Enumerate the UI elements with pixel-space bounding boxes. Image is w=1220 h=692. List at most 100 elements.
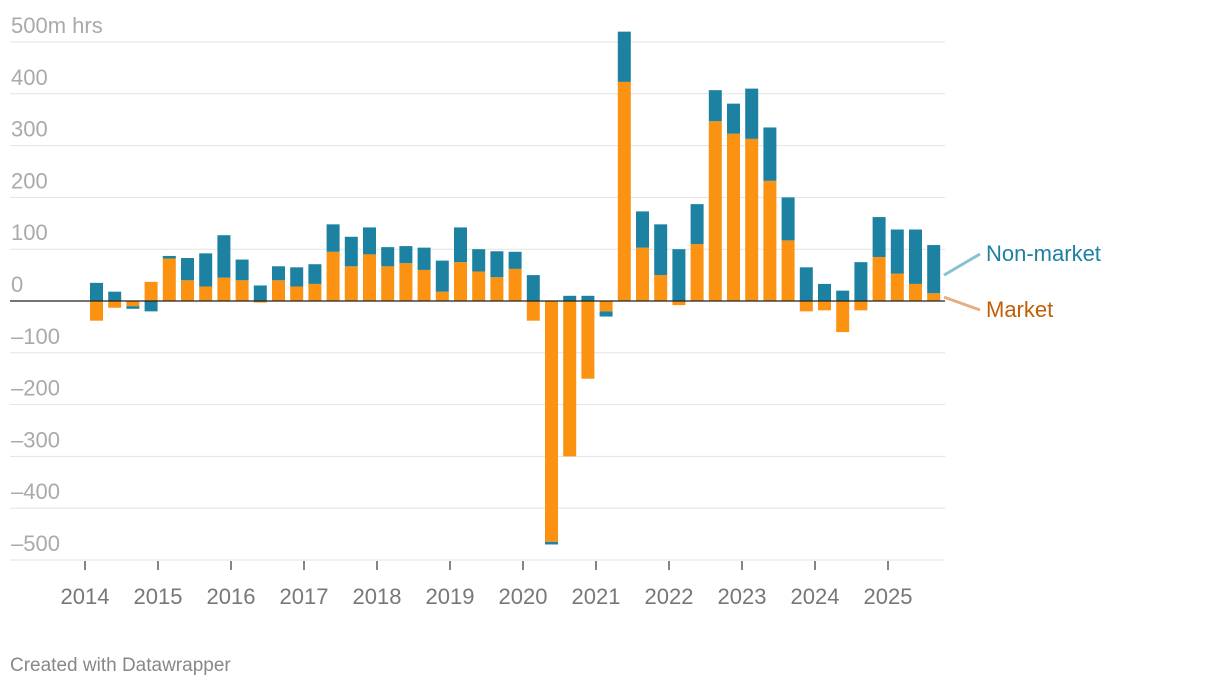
y-tick-label: –400 [11,479,60,504]
bar-market-2017-q2 [326,251,340,301]
bar-non-market-2019-q4 [508,251,522,269]
x-tick-label: 2025 [864,584,913,609]
bar-market-2018-q4 [435,291,449,301]
bar-non-market-2022-q4 [727,103,740,134]
bar-non-market-2014-q4 [144,301,158,312]
bar-market-2019-q1 [454,262,467,301]
bar-market-2020-q3 [563,301,577,457]
x-tick-label: 2017 [280,584,329,609]
bar-non-market-2014-q1 [90,282,103,301]
bar-non-market-2020-q4 [581,295,595,301]
bar-non-market-2021-q4 [654,224,668,276]
bar-market-2022-q2 [690,244,704,301]
bar-market-2024-q2 [836,301,850,333]
bar-market-2015-q4 [217,277,231,301]
bar-non-market-2020-q1 [526,275,540,301]
x-tick-label: 2015 [134,584,183,609]
bar-market-2022-q3 [708,121,722,301]
bar-market-2020-q1 [526,301,540,321]
bar-market-2014-q3 [126,301,140,307]
bar-non-market-2017-q3 [344,236,358,267]
bar-market-2019-q2 [472,271,486,301]
bar-market-2019-q4 [508,268,522,301]
x-tick-label: 2018 [353,584,402,609]
bar-market-2015-q2 [181,280,194,301]
bar-market-2021-q4 [654,275,668,301]
y-tick-label: –300 [11,427,60,452]
bar-non-market-2016-q1 [235,259,249,281]
bar-market-2021-q1 [599,301,613,312]
bar-market-2023-q4 [799,301,813,312]
legend-label-market: Market [986,297,1053,322]
bar-non-market-2016-q4 [290,267,304,287]
bar-market-2024-q1 [818,301,831,311]
bar-non-market-2023-q2 [763,127,777,181]
y-axis: 500m hrs 400 300 200 100 0 –100 –200 –300 –400 –50… [11,13,103,556]
y-tick-label: –200 [11,376,60,401]
bar-market-2020-q4 [581,301,595,379]
bar-non-market-2018-q3 [417,247,431,270]
bar-market-2023-q3 [781,240,795,301]
bar-non-market-2023-q1 [745,88,759,139]
bar-market-2014-q4 [144,281,158,301]
bar-market-2018-q1 [381,266,395,301]
bar-non-market-2025-q1 [890,229,904,274]
bar-market-2021-q3 [636,247,649,301]
bar-market-2014-q2 [108,301,122,308]
bar-market-2025-q2 [909,283,922,301]
legend-leader-line [943,295,981,312]
bar-non-market-2014-q3 [126,306,140,309]
bar-non-market-2018-q2 [399,246,413,264]
bar-market-2022-q4 [727,133,740,301]
x-tick-label: 2023 [718,584,767,609]
bar-non-market-2022-q3 [708,90,722,122]
bar-non-market-2024-q4 [872,217,886,257]
y-tick-label: 300 [11,117,48,142]
bar-non-market-2019-q1 [454,227,467,263]
bar-non-market-2025-q3 [927,245,941,294]
x-tick-label: 2022 [645,584,694,609]
bar-market-2017-q3 [344,266,358,301]
bar-non-market-2024-q3 [854,262,868,301]
bar-non-market-2020-q3 [563,295,577,301]
bar-market-2022-q1 [672,301,686,306]
bar-market-2017-q1 [308,283,322,301]
bar-non-market-2018-q1 [381,247,395,267]
bar-market-2016-q2 [253,301,267,303]
bar-non-market-2019-q3 [490,251,504,278]
x-tick-label: 2021 [572,584,621,609]
bar-non-market-2022-q2 [690,204,704,245]
bar-market-2014-q1 [90,301,103,321]
y-tick-label: 200 [11,168,48,193]
legend: Non-market Market [943,241,1101,322]
bar-market-2021-q2 [617,81,631,301]
bar-market-2024-q4 [872,256,886,301]
bar-market-2017-q4 [363,254,376,301]
bar-market-2015-q3 [199,286,213,301]
datawrapper-credit: Created with Datawrapper [10,655,231,676]
x-tick-label: 2024 [791,584,840,609]
bar-market-2024-q3 [854,301,868,311]
bar-market-2016-q4 [290,286,304,301]
y-tick-label: 400 [11,65,48,90]
x-tick-label: 2014 [61,584,110,609]
bar-non-market-2017-q1 [308,264,322,284]
bar-market-2019-q3 [490,277,504,301]
bar-non-market-2017-q2 [326,224,340,252]
bar-non-market-2022-q1 [672,249,686,301]
bar-market-2018-q2 [399,263,413,301]
bar-non-market-2023-q3 [781,197,795,241]
bar-market-2018-q3 [417,269,431,301]
bar-non-market-2021-q3 [636,211,649,248]
x-axis: 2014 2015 2016 2017 2018 2019 2020 2021 2022 2023… [61,561,913,609]
bar-non-market-2015-q3 [199,253,213,287]
y-tick-label: 0 [11,272,23,297]
bar-non-market-2016-q2 [253,285,267,301]
y-tick-label: 500m hrs [11,13,103,38]
bar-market-2023-q1 [745,138,759,301]
x-tick-label: 2020 [499,584,548,609]
bar-non-market-2025-q2 [909,229,922,284]
bar-market-2025-q3 [927,293,941,301]
bar-market-2016-q1 [235,280,249,301]
bar-market-2016-q3 [272,280,285,301]
